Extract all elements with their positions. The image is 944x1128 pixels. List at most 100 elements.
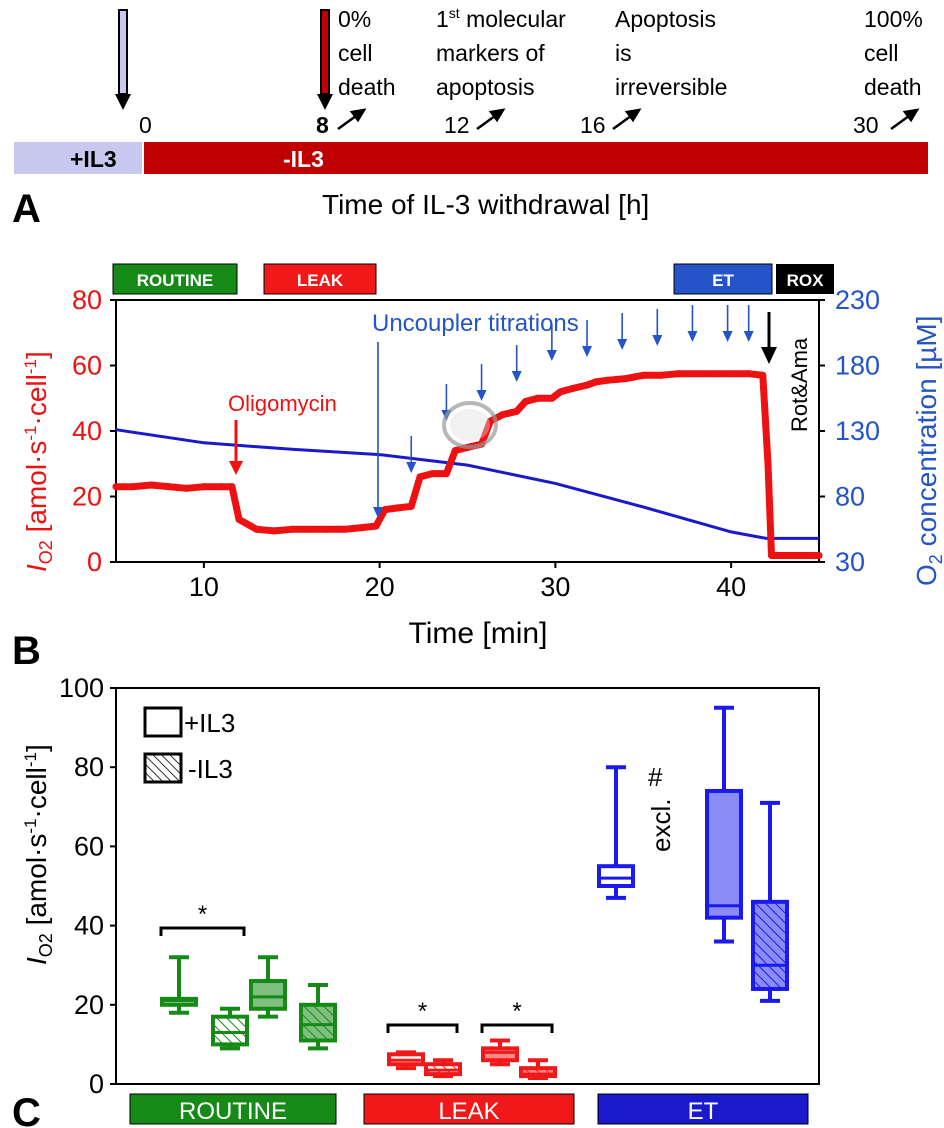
uncoupler-arrow-icon	[373, 342, 383, 518]
flux-point	[592, 378, 600, 386]
y2-tick-label: 30	[835, 547, 865, 577]
diagonal-arrow-icon	[890, 108, 920, 131]
event-12h-line2: markers of	[436, 40, 545, 66]
flux-point	[393, 504, 401, 512]
flux-point	[548, 394, 556, 402]
state-box-leak	[263, 263, 377, 295]
event-30h-tick: 30	[853, 112, 879, 138]
withdrawal-arrow-icon	[115, 9, 131, 110]
panel-a-axis-title: Time of IL-3 withdrawal [h]	[322, 189, 649, 220]
state-box-routine	[112, 263, 238, 295]
event-12h-line1: 1st molecular	[436, 5, 566, 32]
flux-point	[622, 375, 630, 383]
flux-point	[710, 370, 718, 378]
c-y-axis: 0 20 40 60 80 100	[59, 673, 116, 1099]
flux-point	[569, 384, 577, 392]
diagonal-arrows	[337, 108, 920, 131]
group-box-leak	[363, 1093, 575, 1125]
titration-arrowhead	[476, 390, 487, 401]
flux-point	[499, 411, 507, 419]
x-tick-label: 40	[716, 572, 746, 602]
panel-c-letter: C	[12, 1091, 41, 1128]
y-tick-label: 0	[89, 1069, 104, 1099]
state-box-rox	[776, 264, 834, 294]
oligomycin-arrow-icon	[229, 420, 243, 475]
event-30h-line2: cell	[864, 40, 899, 66]
flux-point	[534, 394, 542, 402]
x-tick-label: 10	[189, 572, 219, 602]
flux-point	[815, 551, 823, 559]
plot-c-frame	[115, 687, 820, 1085]
plus-il3-bar	[14, 142, 142, 174]
flux-point	[130, 483, 138, 491]
event-16h-line1: Apoptosis	[615, 6, 716, 32]
significance-star: *	[418, 998, 427, 1025]
titration-arrowhead	[687, 331, 698, 342]
box-plot	[519, 1058, 557, 1081]
titration-arrowhead	[406, 462, 417, 473]
flux-point	[674, 370, 682, 378]
tick-zero: 0	[139, 112, 152, 138]
event-16h-tick: 16	[580, 112, 606, 138]
event-30h: 100% cell death 30	[853, 6, 923, 138]
box-plots	[160, 705, 789, 1081]
flux-point	[358, 524, 366, 532]
diagonal-arrow-icon	[476, 108, 506, 131]
flux-point	[182, 484, 190, 492]
box-hatch	[213, 1016, 247, 1045]
flux-point	[745, 370, 753, 378]
flux-point	[639, 371, 647, 379]
state-label-rox: ROX	[787, 271, 825, 290]
group-label-routine: ROUTINE	[179, 1098, 287, 1125]
flux-point	[372, 522, 380, 530]
flux-point	[200, 483, 208, 491]
y-tick-label: 40	[72, 416, 102, 446]
flux-point	[305, 525, 313, 533]
box-body	[249, 979, 287, 1011]
legend-swatch-minus	[143, 752, 183, 784]
box-body	[597, 864, 635, 889]
y-tick-label: 60	[74, 831, 104, 861]
box-plot	[387, 1050, 425, 1071]
event-30h-line1: 100%	[864, 6, 923, 32]
plot-c-y-label: IO2 [amol·s-1·cell-1]	[21, 744, 56, 965]
y2-tick-label: 80	[835, 482, 865, 512]
plot-b-y-label: IO2 [amol·s-1·cell-1]	[21, 351, 56, 572]
hash-mark: #	[648, 762, 663, 792]
eight-hour-arrow-icon	[317, 9, 333, 110]
panel-a: 0% cell death 8 1st molecular markers of…	[12, 5, 928, 231]
flux-point	[407, 502, 415, 510]
flux-point	[797, 551, 805, 559]
legend: +IL3 -IL3	[143, 706, 235, 784]
annotation-oligomycin: Oligomycin	[228, 391, 337, 416]
significance-bracket	[480, 1023, 554, 1033]
significance-star: *	[512, 998, 521, 1025]
box-plot	[249, 955, 287, 1019]
diagonal-arrow-icon	[612, 108, 642, 131]
titration-arrowhead	[617, 339, 628, 350]
event-8h: 0% cell death 8	[316, 6, 396, 138]
box-plot	[211, 1006, 249, 1051]
y-tick-label: 100	[59, 673, 104, 703]
flux-point	[657, 371, 665, 379]
flux-point	[253, 525, 261, 533]
right-y-axis: 30 80 130 180 230	[819, 285, 880, 577]
flux-point	[768, 551, 776, 559]
flux-point	[288, 525, 296, 533]
event-12h-line3: apoptosis	[436, 74, 534, 100]
event-16h: Apoptosis is irreversible 16	[580, 6, 727, 138]
y-tick-label: 20	[72, 482, 102, 512]
box-body	[481, 1046, 519, 1063]
titration-arrowhead	[743, 331, 754, 342]
state-label-leak: LEAK	[297, 271, 344, 290]
box-hatch	[301, 1004, 335, 1041]
y-tick-label: 80	[72, 285, 102, 315]
event-12h-tick: 12	[444, 112, 470, 138]
y-tick-label: 40	[74, 911, 104, 941]
state-label-routine: ROUTINE	[137, 271, 214, 290]
box-plot	[481, 1038, 519, 1067]
flux-point	[147, 481, 155, 489]
panel-b-letter: B	[12, 629, 41, 673]
group-label-leak: LEAK	[438, 1098, 499, 1125]
